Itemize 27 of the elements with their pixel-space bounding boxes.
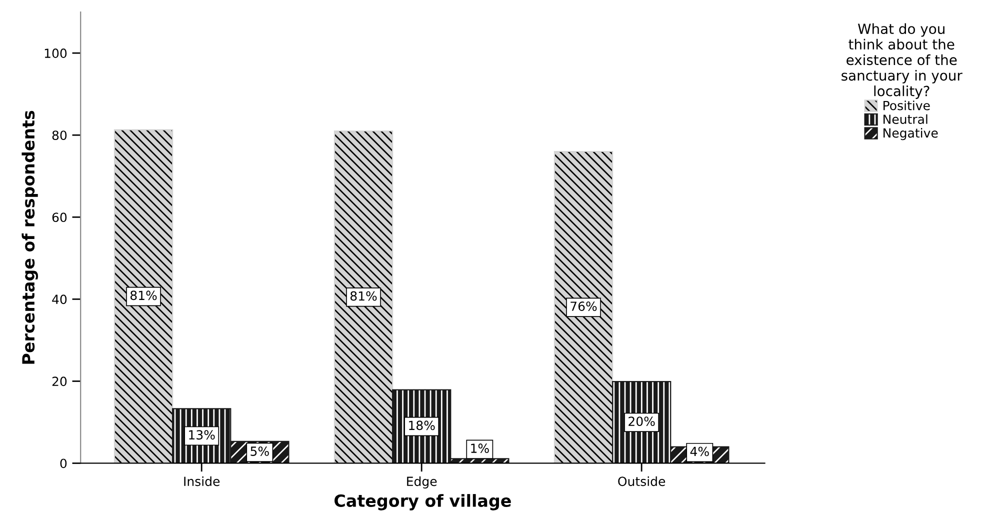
bar [554,150,614,464]
y-tick-label: 60 [52,212,67,222]
x-axis-title: Category of village [334,494,511,510]
y-tick-label: 0 [60,458,67,468]
data-label: 4% [690,446,709,456]
data-label: 18% [409,420,435,430]
x-tick-label: Inside [184,476,220,486]
data-label: 20% [628,416,655,426]
x-tick-label: Edge [407,476,437,489]
y-tick-label: 20 [52,376,67,386]
y-axis-title: Percentage of respondents [22,110,38,364]
y-tick-label: 80 [52,130,67,140]
legend-label: Positive [884,100,930,110]
x-tick-label: Outside [618,476,666,486]
data-label: 1% [471,444,489,453]
legend-label: Negative [884,128,938,140]
data-label: 81% [130,290,157,300]
data-label: 13% [189,430,215,440]
legend-label: Neutral [884,114,928,124]
data-label: 81% [350,291,377,301]
legend-title: What do you think about the existence of the sanctuary in your locality? [842,23,962,99]
data-label: 5% [250,446,269,456]
y-tick-label: 40 [52,294,67,304]
bar [114,129,174,464]
y-tick-label: 100 [44,48,67,58]
bar [334,130,394,464]
data-label: 76% [570,302,597,311]
